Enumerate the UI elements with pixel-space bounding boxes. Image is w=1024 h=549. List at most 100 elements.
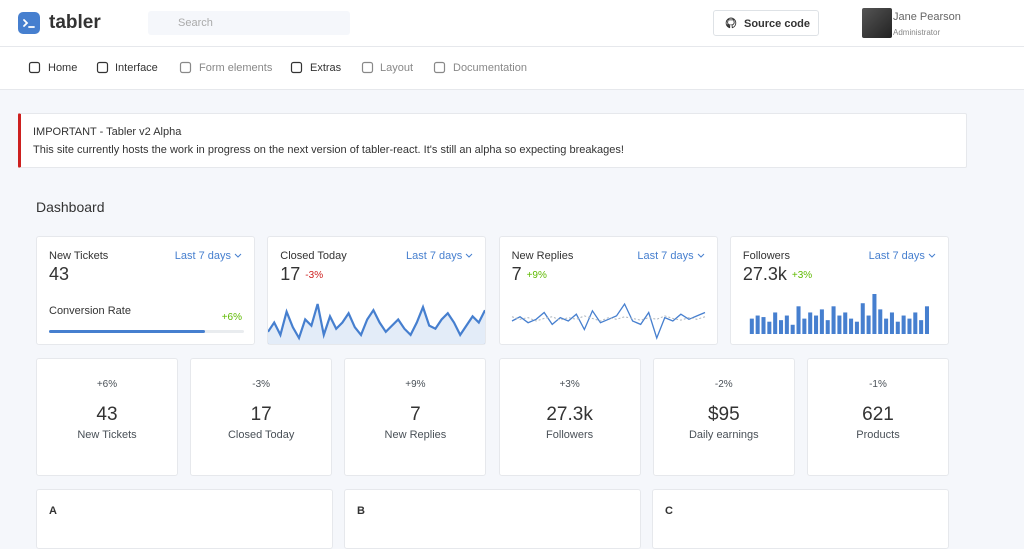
- sparkline-bar: [790, 324, 795, 334]
- sparkline-bar: [872, 294, 877, 334]
- kpi-value: 27.3k: [546, 404, 593, 425]
- sparkline-bar: [878, 309, 883, 334]
- nav-item[interactable]: Interface: [115, 62, 158, 74]
- sparkline-bar: [895, 321, 900, 334]
- kpi-value: 17: [250, 404, 272, 425]
- sparkline-bar: [919, 320, 924, 334]
- nav-icon-shape: [290, 61, 303, 74]
- kpi-value: $95: [707, 404, 740, 425]
- period-dropdown[interactable]: Last 7 days: [175, 250, 242, 262]
- nav-icon-shape: [179, 61, 192, 74]
- search[interactable]: Search: [148, 11, 350, 35]
- sparkline-bar: [843, 312, 848, 334]
- sparkline-bar: [778, 320, 783, 334]
- sparkline-bar: [831, 306, 836, 334]
- card-title: Closed Today: [280, 250, 347, 262]
- avatar[interactable]: [862, 8, 892, 38]
- sparkline: [749, 294, 929, 334]
- period-label: Last 7 days: [406, 250, 463, 262]
- kpi-value: 621: [862, 404, 894, 425]
- chevron-path: [465, 253, 473, 258]
- period-dropdown[interactable]: Last 7 days: [637, 250, 704, 262]
- sparkline-bar: [761, 317, 766, 334]
- stat-card: Followers Last 7 days 27.3k +3%: [729, 236, 949, 345]
- sparkline-bar: [901, 315, 906, 334]
- sparkline-bar: [755, 315, 760, 334]
- user-name: Jane Pearson: [893, 11, 961, 23]
- panel: B: [344, 489, 641, 549]
- panel-title: B: [357, 505, 365, 517]
- card-change: +9%: [526, 270, 547, 281]
- card-value: 27.3k: [742, 264, 787, 284]
- nav-icon: [433, 61, 446, 74]
- kpi-card: -3% 17 Closed Today: [190, 358, 333, 476]
- user-role: Administrator: [893, 28, 941, 37]
- kpi-card: -1% 621 Products: [807, 358, 949, 476]
- chevron: [465, 253, 473, 258]
- nav-item[interactable]: Layout: [380, 62, 414, 74]
- nav-item[interactable]: Home: [48, 62, 78, 74]
- chevron-path: [928, 253, 936, 258]
- sparkline-line: [511, 315, 705, 322]
- sparkline-bar: [749, 318, 754, 334]
- kpi-change: -3%: [252, 379, 271, 390]
- sparkline-bar: [866, 315, 871, 334]
- progress-change: +6%: [221, 312, 242, 323]
- stat-card: New Replies Last 7 days 7 +9%: [498, 236, 718, 345]
- card-value: 17: [280, 264, 301, 284]
- kpi-card: +6% 43 New Tickets: [36, 358, 178, 476]
- card-change: +3%: [791, 270, 813, 281]
- sparkline-bar: [854, 321, 859, 334]
- alert: IMPORTANT - Tabler v2 Alpha This site cu…: [18, 113, 967, 168]
- card-value: 7: [511, 264, 522, 284]
- kpi-label: Products: [856, 429, 900, 441]
- sparkline-bar: [808, 312, 813, 334]
- kpi-value: 43: [96, 404, 118, 425]
- nav-icon-shape: [96, 61, 109, 74]
- period-dropdown[interactable]: Last 7 days: [869, 250, 936, 262]
- period-label: Last 7 days: [637, 250, 694, 262]
- nav-icon: [179, 61, 192, 74]
- period-dropdown[interactable]: Last 7 days: [406, 250, 473, 262]
- nav-item[interactable]: Extras: [310, 62, 342, 74]
- kpi-label: Closed Today: [227, 429, 295, 441]
- sparkline-bar: [837, 315, 842, 334]
- page-title: Dashboard: [36, 199, 105, 215]
- kpi-change: -1%: [869, 379, 887, 390]
- sparkline-bar: [889, 312, 894, 334]
- github-icon: [725, 17, 737, 29]
- sparkline-bar: [767, 321, 772, 334]
- period-label: Last 7 days: [868, 250, 925, 262]
- sparkline-bar: [913, 312, 918, 334]
- source-button[interactable]: Source code: [713, 10, 819, 36]
- progress-label: Conversion Rate: [49, 305, 131, 317]
- alert-title: IMPORTANT - Tabler v2 Alpha: [33, 126, 182, 138]
- search-placeholder: Search: [178, 17, 213, 29]
- chevron: [697, 253, 704, 258]
- sparkline-bar: [907, 318, 912, 334]
- panel-title: A: [49, 505, 57, 517]
- kpi-change: +9%: [405, 379, 426, 390]
- panel: A: [36, 489, 333, 549]
- nav-icon: [96, 61, 109, 74]
- nav-bar: Home Interface Form elements Extras Layout Do…: [0, 47, 1024, 90]
- kpi-card: -2% $95 Daily earnings: [652, 358, 795, 476]
- card-value: 43: [49, 264, 70, 284]
- brand[interactable]: tabler: [49, 12, 101, 33]
- card-change: -3%: [305, 270, 324, 281]
- nav-icon-shape: [361, 61, 374, 74]
- nav-item[interactable]: Documentation: [453, 62, 527, 74]
- panel-title: C: [665, 505, 673, 517]
- nav-item[interactable]: Form elements: [199, 62, 273, 74]
- sparkline-bar: [796, 306, 801, 334]
- kpi-value: 7: [410, 404, 421, 425]
- button-label: Source code: [744, 18, 811, 30]
- nav-icon: [290, 61, 303, 74]
- card-title: New Replies: [511, 250, 574, 262]
- chevron: [234, 253, 242, 258]
- sparkline-bar: [773, 312, 778, 334]
- logo-icon: [18, 12, 40, 34]
- kpi-card: +3% 27.3k Followers: [498, 358, 641, 476]
- sparkline-bar: [883, 318, 889, 334]
- sparkline-bar: [860, 303, 865, 334]
